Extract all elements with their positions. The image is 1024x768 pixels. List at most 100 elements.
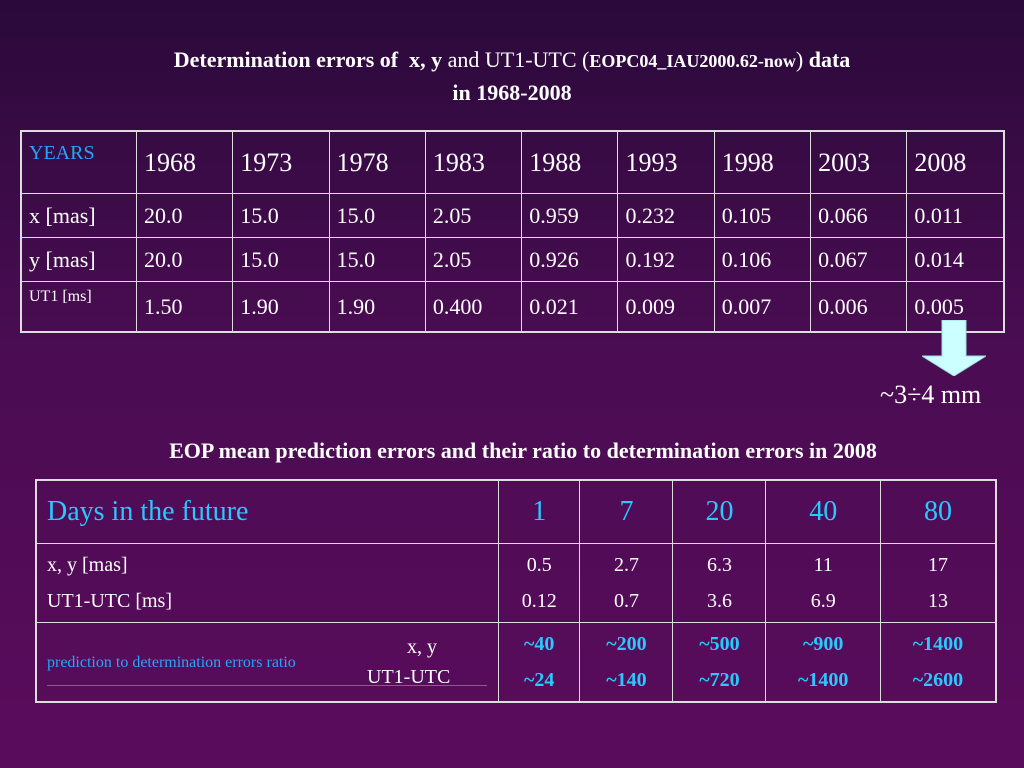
- ut1-errors-label: UT1-UTC [ms]: [47, 590, 172, 612]
- value-cell: 0.021: [521, 281, 619, 333]
- day-cell: 1: [497, 479, 581, 544]
- title-line-2: in 1968-2008: [452, 80, 572, 105]
- ratio-row: prediction to determination errors ratio…: [35, 622, 997, 703]
- ut1-error-value: 13: [927, 590, 948, 612]
- value-cell: 15.0: [328, 193, 426, 238]
- errors-cell: 11 6.9: [765, 543, 881, 623]
- ut1-error-value: 6.9: [810, 590, 836, 612]
- value-cell: 0.105: [713, 193, 812, 238]
- year-cell: 1998: [713, 130, 812, 194]
- value-cell: 0.007: [713, 281, 812, 333]
- xy-error-value: 17: [927, 554, 948, 576]
- ratio-cell: ~900 ~1400: [765, 622, 881, 703]
- ratio-xy-value: ~200: [606, 633, 647, 655]
- value-cell: 0.232: [617, 193, 715, 238]
- value-cell: 0.066: [810, 193, 908, 238]
- arrow-label: ~3÷4 mm: [880, 380, 982, 409]
- title-part-3: and UT1-UTC (: [447, 47, 590, 72]
- value-cell: 20.0: [135, 193, 234, 238]
- errors-cell: 0.5 0.12: [497, 543, 581, 623]
- year-cell: 1968: [135, 130, 234, 194]
- ratio-ut1-value: ~720: [699, 669, 740, 691]
- ratio-ut1-value: ~1400: [797, 669, 849, 691]
- ratio-cell: ~500 ~720: [672, 622, 767, 703]
- day-cell: 7: [579, 479, 674, 544]
- year-cell: 1978: [328, 130, 426, 194]
- value-cell: 15.0: [328, 237, 426, 282]
- errors-cell: 17 13: [879, 543, 997, 623]
- determination-errors-table: YEARS 1968 1973 1978 1983 1988 1993 1998…: [20, 130, 1005, 333]
- ratio-ut1-value: ~24: [524, 669, 555, 691]
- ratio-ut1-label: UT1-UTC: [367, 666, 451, 688]
- value-cell: 0.006: [810, 281, 908, 333]
- value-cell: 2.05: [424, 237, 523, 282]
- title-part-5: ): [795, 47, 804, 72]
- ratio-xy-label: x, y: [407, 636, 437, 658]
- errors-cell: 2.7 0.7: [579, 543, 674, 623]
- slide-title: Determination errors of x, y and UT1-UTC…: [0, 44, 1024, 109]
- value-cell: 0.014: [906, 237, 1005, 282]
- ratio-cell: ~200 ~140: [579, 622, 674, 703]
- prediction-title: EOP mean prediction errors and their rat…: [169, 438, 877, 463]
- ratio-xy-value: ~1400: [912, 633, 964, 655]
- year-cell: 2008: [906, 130, 1005, 194]
- ut1-row: UT1 [ms] 1.50 1.90 1.90 0.400 0.021 0.00…: [20, 281, 1005, 333]
- value-cell: 20.0: [135, 237, 234, 282]
- ut1-error-value: 3.6: [706, 590, 732, 612]
- down-arrow-icon: [922, 320, 986, 376]
- ratio-xy-value: ~900: [802, 633, 844, 655]
- value-cell: 1.90: [232, 281, 330, 333]
- value-cell: 0.067: [810, 237, 908, 282]
- value-cell: 0.011: [906, 193, 1005, 238]
- title-part-2: x, y: [409, 47, 443, 72]
- year-cell: 1973: [232, 130, 330, 194]
- ut1-error-value: 0.12: [521, 590, 557, 612]
- title-part-6: data: [808, 47, 851, 72]
- day-cell: 80: [879, 479, 997, 544]
- xy-error-value: 0.5: [526, 554, 552, 576]
- years-header-row: YEARS 1968 1973 1978 1983 1988 1993 1998…: [20, 130, 1005, 194]
- xy-error-value: 11: [813, 554, 833, 576]
- value-cell: 0.400: [424, 281, 523, 333]
- year-cell: 1993: [617, 130, 715, 194]
- value-cell: 0.926: [521, 237, 619, 282]
- xy-error-value: 6.3: [706, 554, 732, 576]
- ratio-divider: [47, 685, 487, 686]
- value-cell: 1.90: [328, 281, 426, 333]
- ratio-label: prediction to determination errors ratio: [47, 654, 296, 671]
- prediction-errors-row: x, y [mas] UT1-UTC [ms] 0.5 0.12 2.7 0.7…: [35, 543, 997, 623]
- ratio-xy-value: ~500: [699, 633, 740, 655]
- xy-errors-label: x, y [mas]: [47, 554, 128, 576]
- x-row: x [mas] 20.0 15.0 15.0 2.05 0.959 0.232 …: [20, 193, 1005, 238]
- ratio-ut1-value: ~140: [606, 669, 647, 691]
- value-cell: 15.0: [232, 193, 330, 238]
- value-cell: 15.0: [232, 237, 330, 282]
- errors-label-cell: x, y [mas] UT1-UTC [ms]: [35, 543, 499, 623]
- ratio-ut1-value: ~2600: [912, 669, 964, 691]
- ut1-error-value: 0.7: [613, 590, 639, 612]
- days-header-label: Days in the future: [35, 479, 499, 544]
- value-cell: 0.959: [521, 193, 619, 238]
- days-header-row: Days in the future 1 7 20 40 80: [35, 479, 997, 544]
- value-cell: 1.50: [135, 281, 234, 333]
- xy-error-value: 2.7: [613, 554, 639, 576]
- y-row: y [mas] 20.0 15.0 15.0 2.05 0.926 0.192 …: [20, 237, 1005, 282]
- year-cell: 2003: [810, 130, 908, 194]
- day-cell: 20: [672, 479, 767, 544]
- ratio-cell: ~40 ~24: [497, 622, 581, 703]
- value-cell: 2.05: [424, 193, 523, 238]
- year-cell: 1988: [521, 130, 619, 194]
- title-line-1: Determination errors of x, y and UT1-UTC…: [0, 44, 1024, 77]
- ratio-label-cell: prediction to determination errors ratio…: [35, 622, 499, 703]
- value-cell: 0.106: [713, 237, 812, 282]
- ratio-cell: ~1400 ~2600: [879, 622, 997, 703]
- prediction-errors-table: Days in the future 1 7 20 40 80 x, y [ma…: [35, 479, 997, 703]
- value-cell: 0.192: [617, 237, 715, 282]
- ratio-xy-value: ~40: [524, 633, 555, 655]
- year-cell: 1983: [424, 130, 523, 194]
- row-label: UT1 [ms]: [20, 281, 137, 333]
- years-header-label: YEARS: [20, 130, 137, 194]
- errors-cell: 6.3 3.6: [672, 543, 767, 623]
- row-label: y [mas]: [20, 237, 137, 282]
- value-cell: 0.009: [617, 281, 715, 333]
